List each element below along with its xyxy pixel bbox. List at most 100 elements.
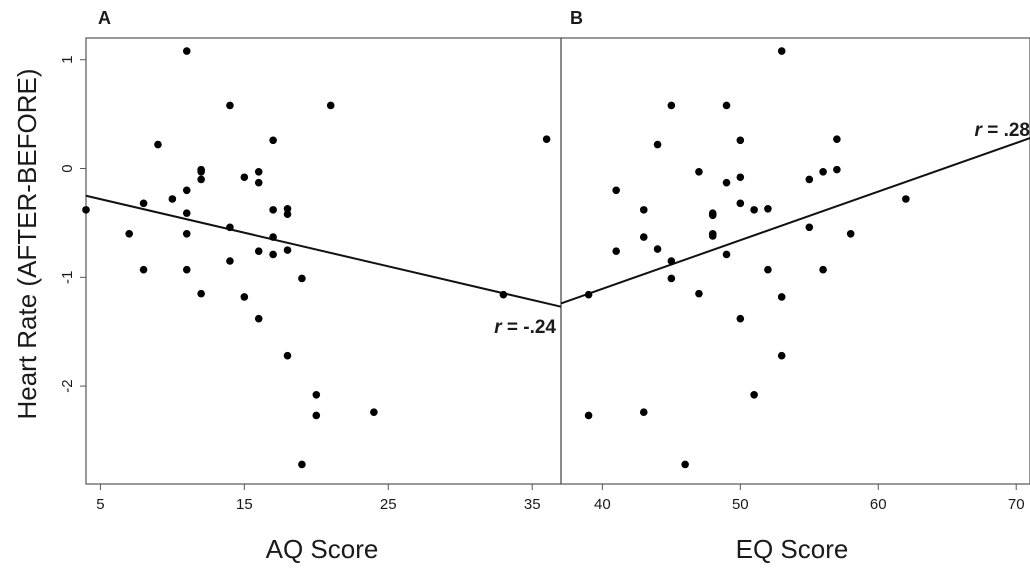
data-point [695, 168, 703, 176]
data-point [722, 101, 731, 110]
x-tick-label: 35 [524, 496, 541, 513]
data-point [283, 246, 292, 254]
data-point [708, 232, 717, 240]
data-point [182, 209, 191, 217]
y-tick-label: -1 [59, 271, 76, 284]
data-point [584, 411, 593, 420]
regression-lines [85, 137, 1030, 308]
data-point [168, 195, 177, 203]
data-point [82, 206, 90, 214]
data-point [312, 391, 321, 399]
data-point [764, 265, 772, 274]
data-point [667, 101, 676, 110]
data-point [736, 199, 745, 208]
data-point [819, 265, 827, 274]
data-point [736, 314, 745, 323]
x-tick-label: 60 [870, 496, 887, 513]
data-point [269, 233, 277, 241]
data-point [197, 289, 205, 298]
data-point [226, 223, 234, 232]
data-point [182, 47, 191, 55]
data-point [764, 204, 772, 213]
data-point [269, 206, 277, 214]
data-point [499, 290, 508, 299]
data-point [805, 175, 814, 184]
y-tick-label: 0 [59, 164, 76, 172]
data-point [226, 257, 234, 265]
data-point [254, 178, 263, 187]
data-point [667, 274, 676, 283]
data-point [182, 265, 191, 274]
panel-label-b: B [570, 8, 583, 28]
data-point [283, 210, 292, 219]
x-tick-label: 25 [380, 496, 397, 513]
y-tick-label: 1 [59, 56, 76, 64]
data-point [125, 230, 133, 238]
data-point [240, 173, 249, 182]
data-point [254, 168, 263, 176]
data-point [819, 168, 827, 176]
data-point [695, 289, 703, 298]
data-point [154, 140, 162, 149]
panel-label-a: A [98, 8, 111, 28]
x-axis-title-a: AQ Score [266, 534, 379, 564]
correlation-label-b: r = .28 [975, 120, 1030, 141]
data-point [298, 460, 306, 469]
data-point [584, 290, 593, 299]
data-point [777, 351, 786, 360]
data-point [612, 186, 620, 195]
x-tick-label: 15 [236, 496, 253, 513]
x-tick-label: 50 [732, 496, 749, 513]
data-point [639, 206, 648, 214]
data-point [542, 135, 551, 143]
data-point [612, 247, 620, 256]
data-point [736, 173, 745, 182]
data-point [777, 47, 786, 55]
data-point [833, 135, 841, 143]
data-point [736, 136, 745, 145]
data-point [269, 250, 277, 259]
x-tick-label: 70 [1008, 496, 1025, 513]
data-point [254, 247, 263, 256]
data-point [312, 411, 321, 420]
data-point [269, 136, 277, 145]
data-point [240, 293, 249, 301]
data-point [197, 175, 205, 184]
data-point [708, 211, 717, 220]
data-point [283, 204, 292, 213]
data-point [226, 101, 234, 110]
data-point [777, 293, 786, 301]
axes: 5 15 25 35 -2 -1 0 1 40 50 60 70 [59, 56, 1025, 513]
data-point [902, 195, 910, 203]
data-point [750, 391, 758, 399]
x-axis-title-b: EQ Score [736, 534, 849, 564]
data-point [805, 223, 814, 232]
data-point [139, 265, 148, 274]
y-axis-title: Heart Rate (AFTER-BEFORE) [12, 68, 42, 419]
y-tick-label: -2 [59, 379, 76, 392]
data-point [639, 408, 648, 417]
chart-text: Heart Rate (AFTER-BEFORE) AQ Score EQ Sc… [12, 8, 1030, 564]
data-point [326, 101, 335, 110]
correlation-label-a: r = -.24 [494, 317, 556, 338]
data-point [653, 140, 662, 149]
data-point [722, 250, 731, 259]
data-point [750, 206, 758, 214]
data-point [667, 257, 676, 265]
x-tick-label: 5 [96, 496, 104, 513]
x-tick-label: 40 [594, 496, 611, 513]
plot-frame-b [560, 37, 1030, 485]
data-point [254, 314, 263, 323]
data-point [370, 408, 378, 417]
data-point [722, 178, 731, 187]
data-point [681, 460, 689, 469]
data-point [182, 230, 191, 238]
data-points [82, 47, 910, 469]
data-point [298, 274, 306, 283]
data-point [639, 233, 648, 241]
plot-frame-a [85, 37, 562, 485]
data-point [283, 351, 292, 360]
regression-line-b [560, 137, 1030, 305]
